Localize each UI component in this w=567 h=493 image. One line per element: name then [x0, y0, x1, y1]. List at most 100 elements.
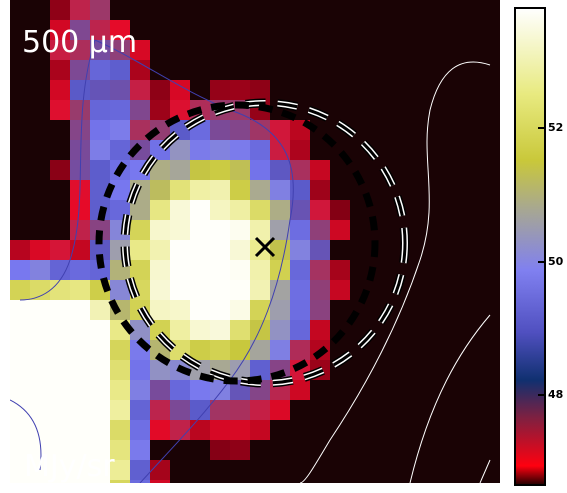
pixel — [290, 380, 310, 400]
pixel — [30, 380, 50, 400]
pixel — [50, 100, 70, 120]
pixel — [130, 480, 150, 483]
pixel — [210, 440, 230, 460]
pixel — [210, 200, 230, 220]
pixel — [250, 300, 270, 320]
pixel — [110, 60, 130, 80]
pixel — [30, 240, 50, 260]
pixel — [70, 0, 90, 20]
pixel — [130, 440, 150, 460]
outer-circle-core — [123, 101, 407, 385]
pixel — [170, 300, 190, 320]
pixel — [50, 340, 70, 360]
pixel — [10, 420, 30, 440]
pixel — [50, 280, 70, 300]
pixel — [190, 280, 210, 300]
pixel — [10, 400, 30, 420]
pixel — [70, 200, 90, 220]
pixel — [110, 140, 130, 160]
pixel — [250, 140, 270, 160]
pixel — [30, 280, 50, 300]
pixel — [90, 460, 110, 480]
pixel — [150, 80, 170, 100]
pixel — [110, 340, 130, 360]
pixel — [130, 120, 150, 140]
pixel — [130, 220, 150, 240]
pixel — [130, 380, 150, 400]
pixel — [30, 440, 50, 460]
pixel — [210, 140, 230, 160]
pixel — [230, 420, 250, 440]
pixel — [250, 320, 270, 340]
pixel — [90, 60, 110, 80]
pixel — [70, 400, 90, 420]
pixel — [230, 260, 250, 280]
pixel — [70, 420, 90, 440]
pixel — [170, 200, 190, 220]
pixel — [150, 180, 170, 200]
pixel — [330, 260, 350, 280]
pixel — [70, 240, 90, 260]
pixel — [110, 100, 130, 120]
pixel — [50, 240, 70, 260]
pixel — [310, 260, 330, 280]
pixel — [50, 320, 70, 340]
pixel — [90, 380, 110, 400]
pixel — [170, 160, 190, 180]
pixel — [10, 380, 30, 400]
pixel — [10, 440, 30, 460]
pixel — [110, 440, 130, 460]
pixel — [270, 340, 290, 360]
pixel — [190, 300, 210, 320]
pixel — [270, 180, 290, 200]
pixel — [270, 140, 290, 160]
pixel — [310, 220, 330, 240]
pixel — [150, 260, 170, 280]
pixel — [210, 240, 230, 260]
pixel — [150, 240, 170, 260]
pixel — [30, 400, 50, 420]
pixel — [170, 240, 190, 260]
pixel — [110, 80, 130, 100]
pixel — [270, 400, 290, 420]
pixel — [90, 140, 110, 160]
pixel — [170, 320, 190, 340]
pixel — [150, 380, 170, 400]
pixel — [210, 260, 230, 280]
pixel — [230, 400, 250, 420]
pixel — [250, 280, 270, 300]
pixel — [330, 220, 350, 240]
pixel — [50, 160, 70, 180]
pixel — [50, 460, 70, 480]
pixel — [10, 260, 30, 280]
position-marker — [254, 236, 276, 258]
pixel — [10, 300, 30, 320]
pixel — [190, 260, 210, 280]
pixel — [130, 320, 150, 340]
pixel — [230, 320, 250, 340]
pixel — [210, 400, 230, 420]
pixel — [90, 320, 110, 340]
pixel — [310, 200, 330, 220]
pixel — [170, 220, 190, 240]
pixel — [250, 340, 270, 360]
pixel — [230, 120, 250, 140]
pixel — [170, 380, 190, 400]
pixel — [290, 240, 310, 260]
pixel — [210, 300, 230, 320]
pixel — [210, 380, 230, 400]
pixel — [90, 300, 110, 320]
pixel — [230, 340, 250, 360]
pixel — [90, 440, 110, 460]
pixel — [250, 80, 270, 100]
pixel — [90, 0, 110, 20]
pixel — [230, 360, 250, 380]
pixel — [330, 200, 350, 220]
pixel — [90, 360, 110, 380]
pixel — [230, 240, 250, 260]
pixel — [210, 280, 230, 300]
pixel — [50, 360, 70, 380]
pixel — [290, 320, 310, 340]
colorbar — [514, 7, 546, 486]
